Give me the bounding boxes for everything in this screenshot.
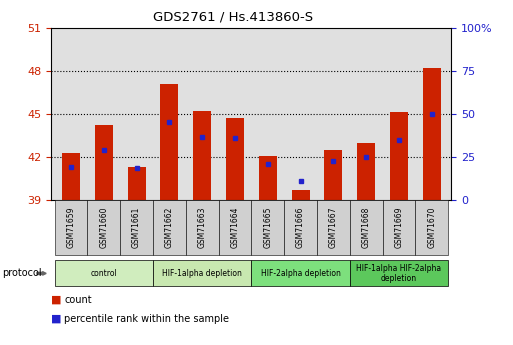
Bar bbox=[423, 68, 441, 200]
Text: GSM71664: GSM71664 bbox=[230, 207, 240, 248]
Text: GSM71660: GSM71660 bbox=[100, 207, 108, 248]
Bar bbox=[357, 142, 375, 200]
Text: GSM71668: GSM71668 bbox=[362, 207, 371, 248]
Text: control: control bbox=[90, 269, 117, 278]
Bar bbox=[226, 118, 244, 200]
Text: GSM71670: GSM71670 bbox=[427, 207, 436, 248]
Text: GSM71662: GSM71662 bbox=[165, 207, 174, 248]
Text: HIF-1alpha HIF-2alpha
depletion: HIF-1alpha HIF-2alpha depletion bbox=[357, 264, 442, 283]
Text: GDS2761 / Hs.413860-S: GDS2761 / Hs.413860-S bbox=[153, 10, 313, 23]
Bar bbox=[259, 156, 277, 200]
Text: GSM71665: GSM71665 bbox=[263, 207, 272, 248]
Bar bbox=[95, 125, 113, 200]
Text: ■: ■ bbox=[51, 314, 62, 324]
Bar bbox=[128, 167, 146, 200]
Text: HIF-1alpha depletion: HIF-1alpha depletion bbox=[162, 269, 242, 278]
Text: GSM71659: GSM71659 bbox=[67, 207, 75, 248]
Bar bbox=[62, 153, 80, 200]
Bar bbox=[324, 150, 342, 200]
Text: GSM71669: GSM71669 bbox=[394, 207, 403, 248]
Text: GSM71666: GSM71666 bbox=[296, 207, 305, 248]
Bar bbox=[390, 112, 408, 200]
Text: GSM71663: GSM71663 bbox=[198, 207, 207, 248]
Bar bbox=[291, 190, 309, 200]
Text: GSM71661: GSM71661 bbox=[132, 207, 141, 248]
Text: HIF-2alpha depletion: HIF-2alpha depletion bbox=[261, 269, 341, 278]
Text: count: count bbox=[64, 295, 92, 305]
Text: percentile rank within the sample: percentile rank within the sample bbox=[64, 314, 229, 324]
Bar bbox=[193, 111, 211, 200]
Text: protocol: protocol bbox=[3, 268, 42, 278]
Text: ■: ■ bbox=[51, 295, 62, 305]
Text: GSM71667: GSM71667 bbox=[329, 207, 338, 248]
Bar bbox=[161, 84, 179, 200]
